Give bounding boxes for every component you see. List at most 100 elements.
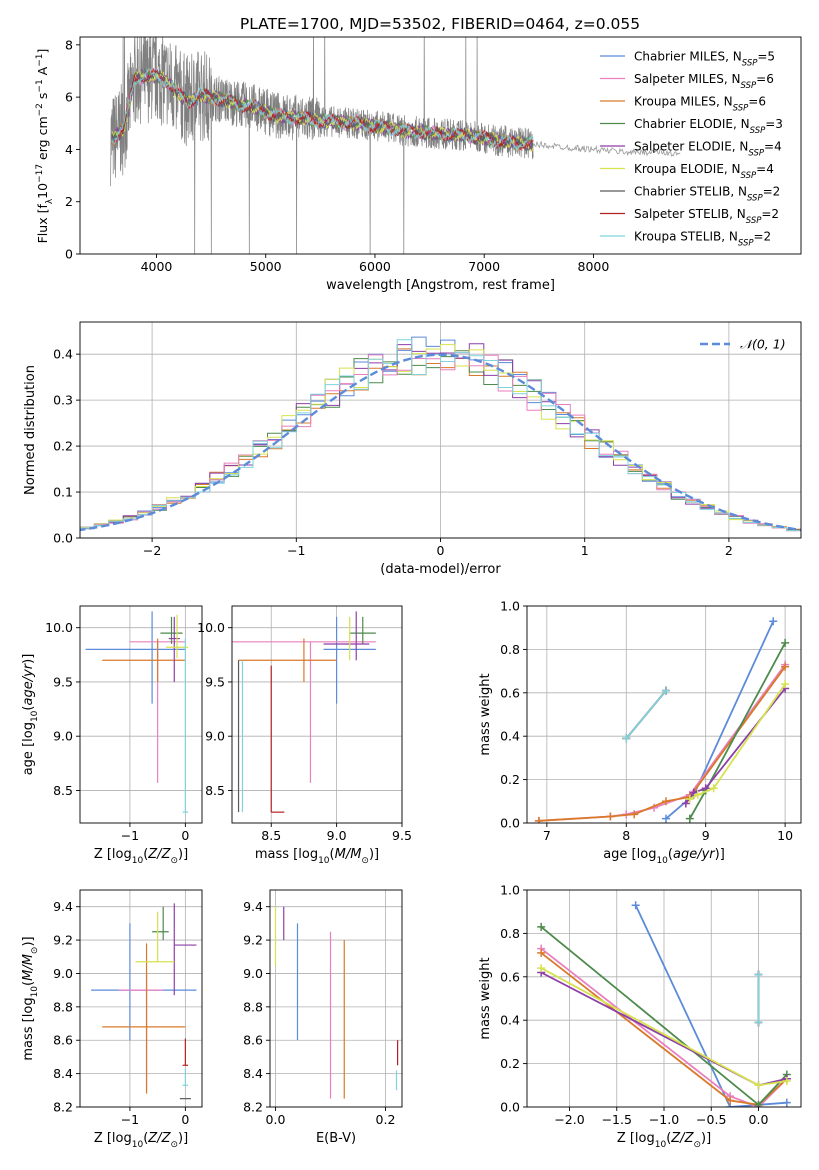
series-marker [685, 795, 694, 804]
series-line [665, 620, 775, 820]
y-tick-label: 10.0 [45, 620, 73, 635]
x-tick-label: 10 [777, 828, 793, 843]
y-tick-label: 9.2 [243, 933, 263, 948]
y-tick-label: 9.5 [53, 674, 73, 689]
errorbar-point [349, 616, 376, 644]
legend-entry: Chabrier MILES, NSSP=5 [634, 50, 775, 69]
y-tick-label: 10.0 [197, 620, 225, 635]
model-kroupa-stelib [111, 68, 534, 151]
x-tick-label: 0 [181, 1112, 189, 1127]
x-axis-label: (data-model)/error [380, 562, 501, 577]
legend-entry: Kroupa ELODIE, NSSP=4 [634, 162, 774, 181]
series-marker [781, 662, 790, 671]
y-tick-label: 9.0 [53, 966, 73, 981]
series-line [689, 683, 786, 800]
series-marker [631, 901, 640, 910]
x-tick-label: 5000 [250, 259, 282, 274]
legend-entry: Chabrier ELODIE, NSSP=3 [634, 117, 783, 136]
figure-title: PLATE=1700, MJD=53502, FIBERID=0464, z=0… [240, 15, 640, 33]
x-tick-label: 9.0 [327, 828, 347, 843]
y-tick-label: 6 [65, 90, 73, 105]
x-tick-label: 8000 [578, 259, 610, 274]
axis-frame-residual-histogram: −2 −1 0 1 2 0.0 0.1 0.2 0.3 0.4 [53, 321, 802, 558]
y-axis-label: mass [log10(M/M⊙)] [21, 936, 40, 1060]
plot-area-mass-vs-ebv [274, 906, 399, 1099]
plot-area-mass-vs-Z [91, 903, 197, 1100]
x-tick-label: −1 [121, 828, 139, 843]
x-axis-label: wavelength [Angstrom, rest frame] [326, 278, 555, 293]
x-tick-label: 7000 [468, 259, 500, 274]
series-salpeter-miles [534, 660, 790, 823]
series-marker [754, 1018, 763, 1027]
x-tick-label: 7 [543, 828, 551, 843]
axis-frame-age-vs-mass: 8.5 9.0 9.5 8.5 9.0 9.5 10.0 [197, 605, 412, 843]
x-tick-label: 9.5 [392, 828, 412, 843]
model-salpeter-stelib [111, 67, 534, 151]
x-axis-label: E(B-V) [316, 1131, 356, 1146]
x-tick-label: 1 [581, 543, 589, 558]
series-kroupa-stelib [622, 686, 670, 743]
x-axis-label: mass [log10(M/M⊙)] [255, 847, 379, 866]
axis-frame-mass-vs-Z: −1 0 8.2 8.4 8.6 8.8 9.0 9.2 9.4 [53, 889, 203, 1127]
y-tick-label: 0.3 [53, 393, 73, 408]
y-tick-label: 9.5 [205, 674, 225, 689]
x-tick-label: 0.0 [266, 1112, 286, 1127]
y-tick-label: 8.4 [53, 1066, 73, 1081]
series-marker [606, 812, 615, 821]
plot-area-spectrum [110, 37, 681, 254]
y-tick-label: 8.8 [243, 999, 263, 1014]
x-tick-label: −1.5 [602, 1112, 632, 1127]
y-tick-label: 0.8 [500, 642, 520, 657]
y-tick-label: 9.4 [53, 899, 73, 914]
x-axis-label: Z [log10(Z/Z⊙)] [94, 1131, 188, 1150]
axis-frame-mass-vs-ebv: 0.0 0.2 8.2 8.4 8.6 8.8 9.0 9.2 9.4 [243, 889, 403, 1127]
x-tick-label: 8.5 [261, 828, 281, 843]
series-marker [630, 810, 639, 819]
y-tick-label: 0.2 [53, 439, 73, 454]
series-marker [754, 1100, 763, 1107]
axes-mass-vs-ebv [270, 890, 402, 1108]
errorbar-point [168, 616, 180, 682]
y-tick-label: 9.0 [243, 966, 263, 981]
series-line [538, 666, 786, 822]
y-tick-label: 2 [65, 194, 73, 209]
series-marker [537, 948, 546, 957]
y-tick-label: 0.8 [500, 926, 520, 941]
errorbar-point [160, 616, 183, 644]
x-tick-label: 6000 [359, 259, 391, 274]
series-marker [622, 734, 631, 743]
series-kroupa-stelib [754, 970, 763, 1027]
errorbar-point [118, 973, 164, 1091]
y-tick-label: 8.5 [53, 783, 73, 798]
y-tick-label: 0 [65, 247, 73, 262]
legend-entry: Chabrier STELIB, NSSP=2 [634, 185, 780, 204]
axis-frame-age-vs-Z: −1 0 8.5 9.0 9.5 10.0 [45, 605, 203, 843]
y-tick-label: 9.0 [53, 729, 73, 744]
errorbar-point [91, 923, 197, 1041]
x-tick-label: 0.2 [376, 1112, 396, 1127]
axes-mass-vs-Z [80, 890, 202, 1108]
series-marker [681, 799, 690, 808]
errorbar-point [270, 665, 285, 813]
axes-age-vs-Z [80, 606, 202, 823]
y-tick-label: 1.0 [500, 883, 520, 898]
y-tick-label: 0.2 [500, 772, 520, 787]
legend-entry: Salpeter MILES, NSSP=6 [634, 72, 774, 91]
y-tick-label: 9.4 [243, 899, 263, 914]
stelib-extension [533, 140, 681, 157]
axes-border [79, 36, 802, 255]
series-marker [661, 814, 670, 823]
spectrum-legend: Chabrier MILES, NSSP=5 Salpeter MILES, NS… [600, 50, 783, 249]
series-marker [661, 797, 670, 806]
series-chabrier-elodie [537, 922, 791, 1107]
y-tick-label: 8.2 [53, 1100, 73, 1115]
series-marker [726, 1096, 735, 1105]
x-tick-label: 2 [725, 543, 733, 558]
series-marker [769, 617, 778, 626]
normal-curve [80, 353, 801, 532]
series-line [634, 904, 787, 1107]
y-tick-label: 0.4 [500, 1013, 520, 1028]
y-tick-label: 8.6 [243, 1033, 263, 1048]
series-kroupa-elodie [685, 680, 790, 804]
